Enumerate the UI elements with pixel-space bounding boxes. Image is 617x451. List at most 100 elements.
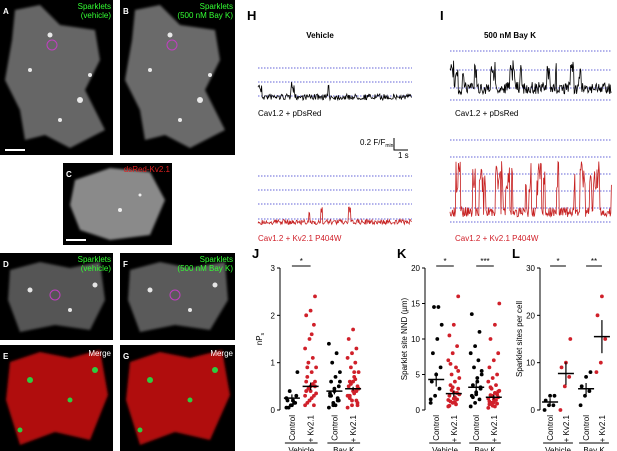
data-point (353, 360, 358, 365)
data-point (354, 389, 359, 393)
panel-label: L (512, 246, 520, 261)
data-point (568, 337, 573, 341)
data-point (587, 389, 592, 393)
data-point (473, 344, 477, 348)
significance-label: *** (480, 257, 489, 266)
data-point (594, 370, 599, 375)
data-point (453, 400, 457, 405)
data-point (491, 400, 496, 405)
data-point (295, 370, 300, 375)
y-tick-label: 20 (526, 311, 535, 320)
x-tick-label: + Kv2.1 (307, 414, 316, 442)
trace-label: Cav1.2 + Kv2.1 P404W (455, 234, 539, 243)
data-point (598, 360, 603, 365)
data-point (471, 395, 475, 400)
data-point (603, 337, 608, 341)
data-point (346, 337, 351, 341)
caption: dsRed-Kv2.1 (124, 165, 171, 174)
y-tick-label: 5 (416, 371, 421, 380)
trace (257, 206, 412, 226)
data-point (583, 393, 587, 398)
panel-label: J (252, 246, 259, 261)
data-point (437, 386, 442, 391)
data-point (305, 374, 310, 379)
x-tick-label: + Kv2.1 (562, 414, 571, 442)
data-point (294, 393, 299, 398)
data-point (314, 391, 318, 396)
data-point (327, 405, 331, 410)
data-point (347, 393, 352, 398)
data-point (495, 372, 499, 377)
data-point (310, 356, 315, 360)
data-point (439, 322, 444, 327)
panel-text: A Sparklets (vehicle) B Sparklets (500 n… (3, 2, 539, 361)
significance-label: * (556, 257, 559, 266)
y-tick-label: 30 (526, 264, 535, 273)
data-point (471, 383, 475, 388)
data-point (486, 405, 491, 410)
data-point (497, 301, 502, 306)
y-tick-label: 20 (411, 264, 420, 273)
data-point (457, 376, 462, 380)
data-point (451, 396, 456, 401)
y-tick-label: 0 (271, 406, 276, 415)
data-point (447, 403, 452, 408)
data-point (351, 327, 355, 332)
panel-label: I (440, 8, 444, 23)
data-point (350, 351, 354, 356)
data-point (450, 351, 455, 356)
trace (449, 60, 612, 96)
data-point (595, 313, 600, 318)
data-point (456, 369, 461, 373)
data-point (286, 405, 291, 410)
caption: (500 nM Bay K) (177, 11, 233, 20)
data-point (600, 294, 604, 299)
data-point (329, 393, 333, 398)
data-point (292, 401, 296, 405)
data-point (431, 351, 435, 356)
data-point (333, 374, 338, 379)
data-point (345, 356, 350, 360)
data-point (451, 322, 456, 327)
data-point (446, 358, 451, 363)
data-point (488, 337, 493, 341)
data-point (495, 401, 499, 406)
data-point (479, 372, 484, 377)
group-label: Bay K (474, 446, 496, 451)
group-label: Bay K (583, 446, 605, 451)
data-point (468, 351, 473, 356)
panel-label: A (3, 7, 9, 16)
data-point (487, 365, 492, 370)
data-point (312, 322, 316, 327)
panel-label: G (123, 352, 129, 361)
data-point (303, 346, 307, 351)
data-point (562, 384, 567, 389)
scale-y-sub: min (385, 143, 393, 149)
data-point (350, 403, 354, 408)
data-point (447, 333, 452, 338)
data-point (456, 294, 461, 299)
data-point (493, 404, 497, 409)
data-point (548, 393, 552, 398)
data-point (496, 389, 501, 394)
significance-label: ** (591, 257, 597, 266)
data-point (477, 397, 482, 402)
data-point (432, 305, 436, 309)
caption: (vehicle) (81, 11, 112, 20)
data-point (327, 341, 331, 346)
x-tick-label: Control (432, 415, 441, 441)
data-point (350, 398, 354, 403)
data-point (486, 379, 491, 384)
y-label-sub: s (260, 332, 266, 335)
data-point (438, 365, 443, 370)
y-tick-label: 15 (411, 300, 420, 309)
caption: (vehicle) (81, 264, 112, 273)
data-point (579, 384, 584, 389)
y-tick-label: 1 (271, 359, 276, 368)
panel-title: 500 nM Bay K (484, 31, 536, 40)
data-point (356, 370, 361, 375)
trace-label: Cav1.2 + pDsRed (455, 109, 518, 118)
panel-title: Vehicle (306, 31, 334, 40)
trace (257, 81, 412, 102)
trace-label: Cav1.2 + Kv2.1 P404W (258, 234, 342, 243)
